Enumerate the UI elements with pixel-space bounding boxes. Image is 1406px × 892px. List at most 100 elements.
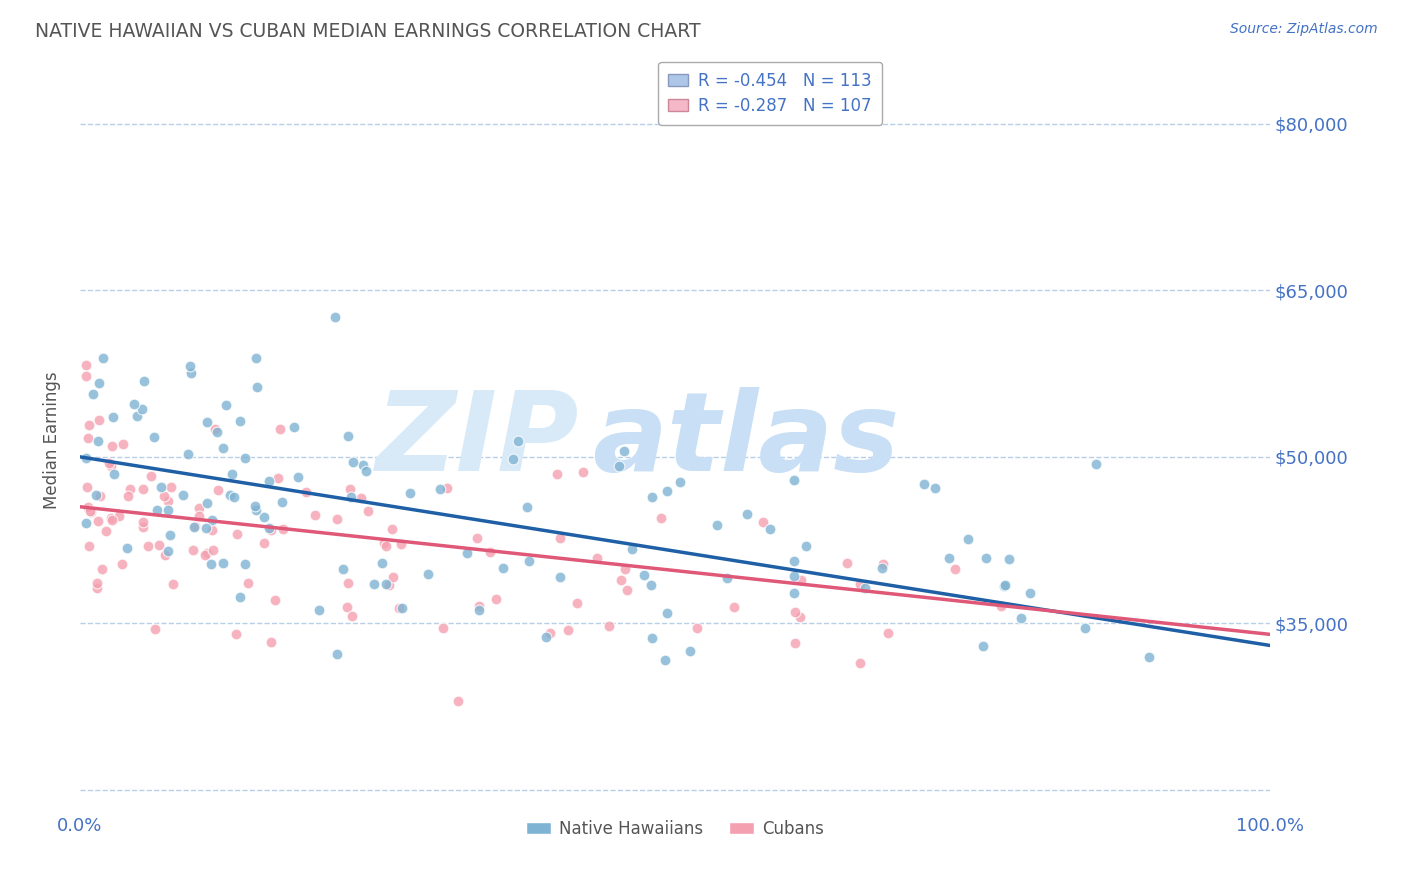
Point — [557, 623, 579, 637]
Point — [374, 576, 396, 591]
Point — [356, 464, 378, 478]
Point — [103, 410, 125, 425]
Point — [91, 351, 114, 365]
Point — [87, 376, 110, 390]
Point — [308, 603, 330, 617]
Point — [195, 521, 218, 535]
Point — [572, 465, 595, 479]
Point — [132, 519, 155, 533]
Point — [326, 512, 349, 526]
Point — [201, 513, 224, 527]
Point — [101, 439, 124, 453]
Point — [957, 532, 980, 546]
Point — [243, 499, 266, 513]
Point — [260, 523, 283, 537]
Point — [924, 481, 946, 495]
Point — [287, 470, 309, 484]
Point — [339, 491, 361, 505]
Point — [76, 500, 98, 515]
Point — [224, 490, 246, 504]
Point — [479, 545, 502, 559]
Text: ZIP: ZIP — [377, 387, 579, 493]
Point — [226, 526, 249, 541]
Point — [159, 480, 181, 494]
Point — [156, 494, 179, 508]
Point — [381, 522, 404, 536]
Point — [669, 475, 692, 490]
Point — [339, 483, 361, 497]
Point — [94, 524, 117, 538]
Text: NATIVE HAWAIIAN VS CUBAN MEDIAN EARNINGS CORRELATION CHART: NATIVE HAWAIIAN VS CUBAN MEDIAN EARNINGS… — [35, 22, 700, 41]
Point — [152, 489, 174, 503]
Point — [271, 522, 294, 536]
Point — [143, 622, 166, 636]
Point — [86, 581, 108, 595]
Point — [752, 515, 775, 529]
Point — [235, 557, 257, 571]
Point — [759, 522, 782, 536]
Point — [685, 621, 707, 635]
Point — [183, 519, 205, 533]
Point — [373, 536, 395, 550]
Point — [89, 489, 111, 503]
Point — [456, 546, 478, 560]
Point — [465, 531, 488, 545]
Point — [323, 310, 346, 324]
Point — [132, 374, 155, 388]
Point — [363, 577, 385, 591]
Point — [1010, 611, 1032, 625]
Point — [79, 504, 101, 518]
Point — [112, 437, 135, 451]
Point — [853, 581, 876, 595]
Point — [429, 482, 451, 496]
Point — [111, 558, 134, 572]
Point — [264, 592, 287, 607]
Point — [502, 452, 524, 467]
Point — [212, 441, 235, 455]
Point — [132, 482, 155, 496]
Point — [1085, 457, 1108, 471]
Point — [994, 578, 1017, 592]
Point — [76, 479, 98, 493]
Point — [120, 482, 142, 496]
Point — [633, 568, 655, 582]
Point — [75, 516, 97, 530]
Point — [219, 488, 242, 502]
Point — [835, 556, 858, 570]
Point — [97, 456, 120, 470]
Point — [706, 518, 728, 533]
Point — [990, 599, 1012, 614]
Point — [912, 476, 935, 491]
Point — [337, 576, 360, 591]
Point — [131, 402, 153, 417]
Point — [245, 503, 267, 517]
Point — [145, 503, 167, 517]
Point — [783, 636, 806, 650]
Point — [136, 539, 159, 553]
Point — [613, 443, 636, 458]
Point — [870, 561, 893, 575]
Point — [342, 455, 364, 469]
Point — [872, 557, 894, 571]
Point — [89, 413, 111, 427]
Point — [538, 626, 561, 640]
Point — [80, 505, 103, 519]
Point — [180, 366, 202, 380]
Point — [181, 542, 204, 557]
Point — [382, 570, 405, 584]
Point — [783, 554, 806, 568]
Point — [253, 536, 276, 550]
Point — [187, 500, 209, 515]
Point — [610, 573, 633, 587]
Point — [100, 458, 122, 473]
Point — [87, 514, 110, 528]
Point — [943, 562, 966, 576]
Point — [294, 485, 316, 500]
Point — [716, 571, 738, 585]
Point — [195, 496, 218, 510]
Point — [516, 500, 538, 514]
Point — [77, 539, 100, 553]
Point — [79, 417, 101, 432]
Point — [229, 591, 252, 605]
Point — [86, 576, 108, 591]
